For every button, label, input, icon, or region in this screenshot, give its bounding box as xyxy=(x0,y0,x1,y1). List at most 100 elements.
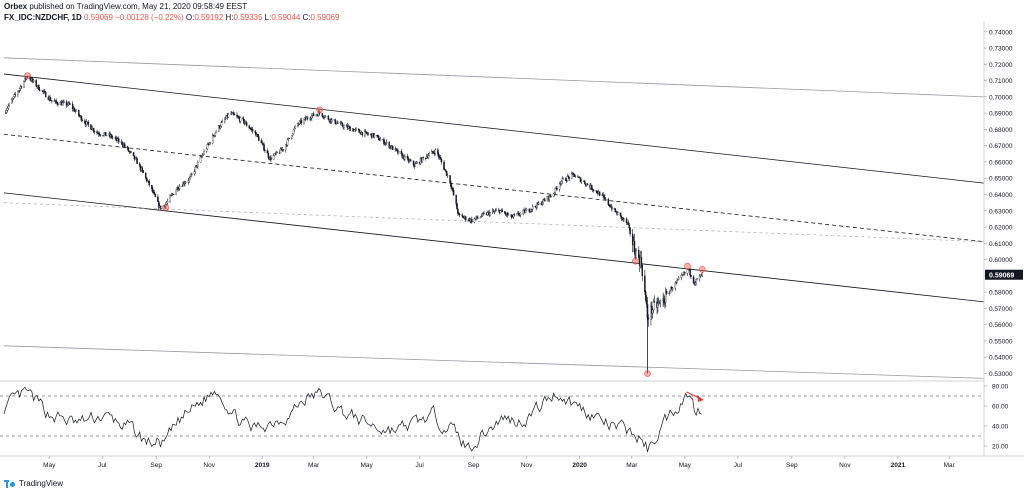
candle-body xyxy=(640,257,643,266)
candle xyxy=(221,119,224,124)
candle xyxy=(272,153,275,161)
candle xyxy=(617,211,619,215)
candle xyxy=(391,145,394,150)
candle xyxy=(623,218,625,222)
candle xyxy=(449,175,451,184)
rsi-line[interactable] xyxy=(3,386,702,453)
candle-body xyxy=(623,218,625,220)
candle-body xyxy=(414,163,417,167)
close-label: C: xyxy=(302,13,311,22)
time-tick-label: Mar xyxy=(944,462,956,469)
touch-marker[interactable] xyxy=(698,266,706,273)
time-tick: May xyxy=(43,456,56,469)
candle-body xyxy=(130,151,132,153)
time-tick: 2021 xyxy=(891,456,906,469)
channel-upper-line[interactable] xyxy=(3,73,985,184)
rsi-axis[interactable]: 80.00 60.00 40.00 20.00 xyxy=(984,384,1009,451)
candle xyxy=(455,194,457,207)
candle-body xyxy=(689,268,691,276)
candle xyxy=(184,181,187,185)
candle xyxy=(158,200,160,211)
price-tick: 0.72000 xyxy=(984,62,1013,69)
touch-marker[interactable] xyxy=(644,370,651,377)
touch-marker[interactable] xyxy=(24,72,31,79)
candle xyxy=(130,151,132,154)
price-axis[interactable]: 0.74000 0.73000 0.72000 0.71000 0.70000 0.690… xyxy=(983,22,1023,456)
candle xyxy=(604,198,607,200)
price-tick: 0.55000 xyxy=(984,338,1013,345)
price-tick: 0.67000 xyxy=(984,143,1013,150)
touch-marker[interactable] xyxy=(632,257,639,265)
candle-body xyxy=(542,199,544,204)
candle-body xyxy=(334,119,337,124)
candle xyxy=(558,181,561,192)
open-value: 0.59192 xyxy=(194,13,224,22)
outer-upper-line[interactable] xyxy=(3,57,985,98)
candle xyxy=(20,85,23,89)
candle-body xyxy=(220,122,223,127)
candle-body xyxy=(11,99,13,104)
rsi-pane[interactable] xyxy=(0,380,984,453)
candle-body xyxy=(383,139,385,145)
price-pane[interactable] xyxy=(3,57,985,379)
time-tick: Mar xyxy=(308,456,320,469)
candle xyxy=(209,141,211,146)
candle xyxy=(434,148,437,156)
outer-lower-line[interactable] xyxy=(3,345,985,379)
candle-body xyxy=(665,291,668,294)
rsi-tick: 80.00 xyxy=(984,384,1009,391)
candle-body xyxy=(331,119,333,123)
light-dashed-line[interactable] xyxy=(3,202,985,243)
candle xyxy=(690,274,692,280)
candle-body xyxy=(554,187,557,194)
candle xyxy=(306,115,309,121)
candle-body xyxy=(603,195,605,198)
touch-marker[interactable] xyxy=(316,106,323,114)
candle xyxy=(215,130,217,134)
candle xyxy=(522,209,524,216)
candle xyxy=(98,131,100,137)
candle-body xyxy=(450,182,452,188)
tradingview-logo[interactable]: TradingView xyxy=(4,478,63,490)
candle xyxy=(566,173,569,182)
channel-lower-line[interactable] xyxy=(3,192,985,303)
candle xyxy=(513,212,516,217)
candle-body xyxy=(294,125,297,129)
candle xyxy=(190,172,192,178)
candle-body xyxy=(260,140,263,144)
candle xyxy=(105,135,108,137)
price-tick: 0.64000 xyxy=(984,192,1013,199)
candle-body xyxy=(669,290,671,294)
candle xyxy=(32,79,35,84)
symbol-name[interactable]: FX_IDC:NZDCHF, 1D xyxy=(4,13,82,22)
candle-body xyxy=(144,172,147,178)
publisher-name: Orbex xyxy=(4,2,28,11)
candle-body xyxy=(154,193,157,198)
candle xyxy=(90,124,92,130)
candle xyxy=(452,187,455,196)
candle xyxy=(644,269,646,295)
candle xyxy=(561,176,564,184)
candle xyxy=(297,122,299,128)
time-axis[interactable]: May Jul Sep Nov 2019 Mar May Jul Sep Nov 2020 Mar Ma… xyxy=(0,455,1024,469)
price-tick: 0.58000 xyxy=(984,290,1013,297)
candle-body xyxy=(544,199,546,201)
last-price: 0.59069 xyxy=(84,13,113,22)
candle xyxy=(14,92,17,98)
touch-marker[interactable] xyxy=(162,204,170,211)
candle xyxy=(385,139,388,146)
candle xyxy=(439,154,442,160)
touch-marker[interactable] xyxy=(684,262,691,270)
candle-body xyxy=(224,118,226,122)
candle xyxy=(270,154,272,163)
candle xyxy=(245,120,248,127)
channel-mid-dashed-line[interactable] xyxy=(3,133,985,243)
candle xyxy=(303,117,305,125)
candle-body xyxy=(596,190,598,193)
candle-body xyxy=(343,125,345,128)
time-tick: Sep xyxy=(150,456,162,469)
candle-body xyxy=(486,212,489,216)
open-label: O: xyxy=(185,13,195,22)
candle-body xyxy=(358,130,361,133)
